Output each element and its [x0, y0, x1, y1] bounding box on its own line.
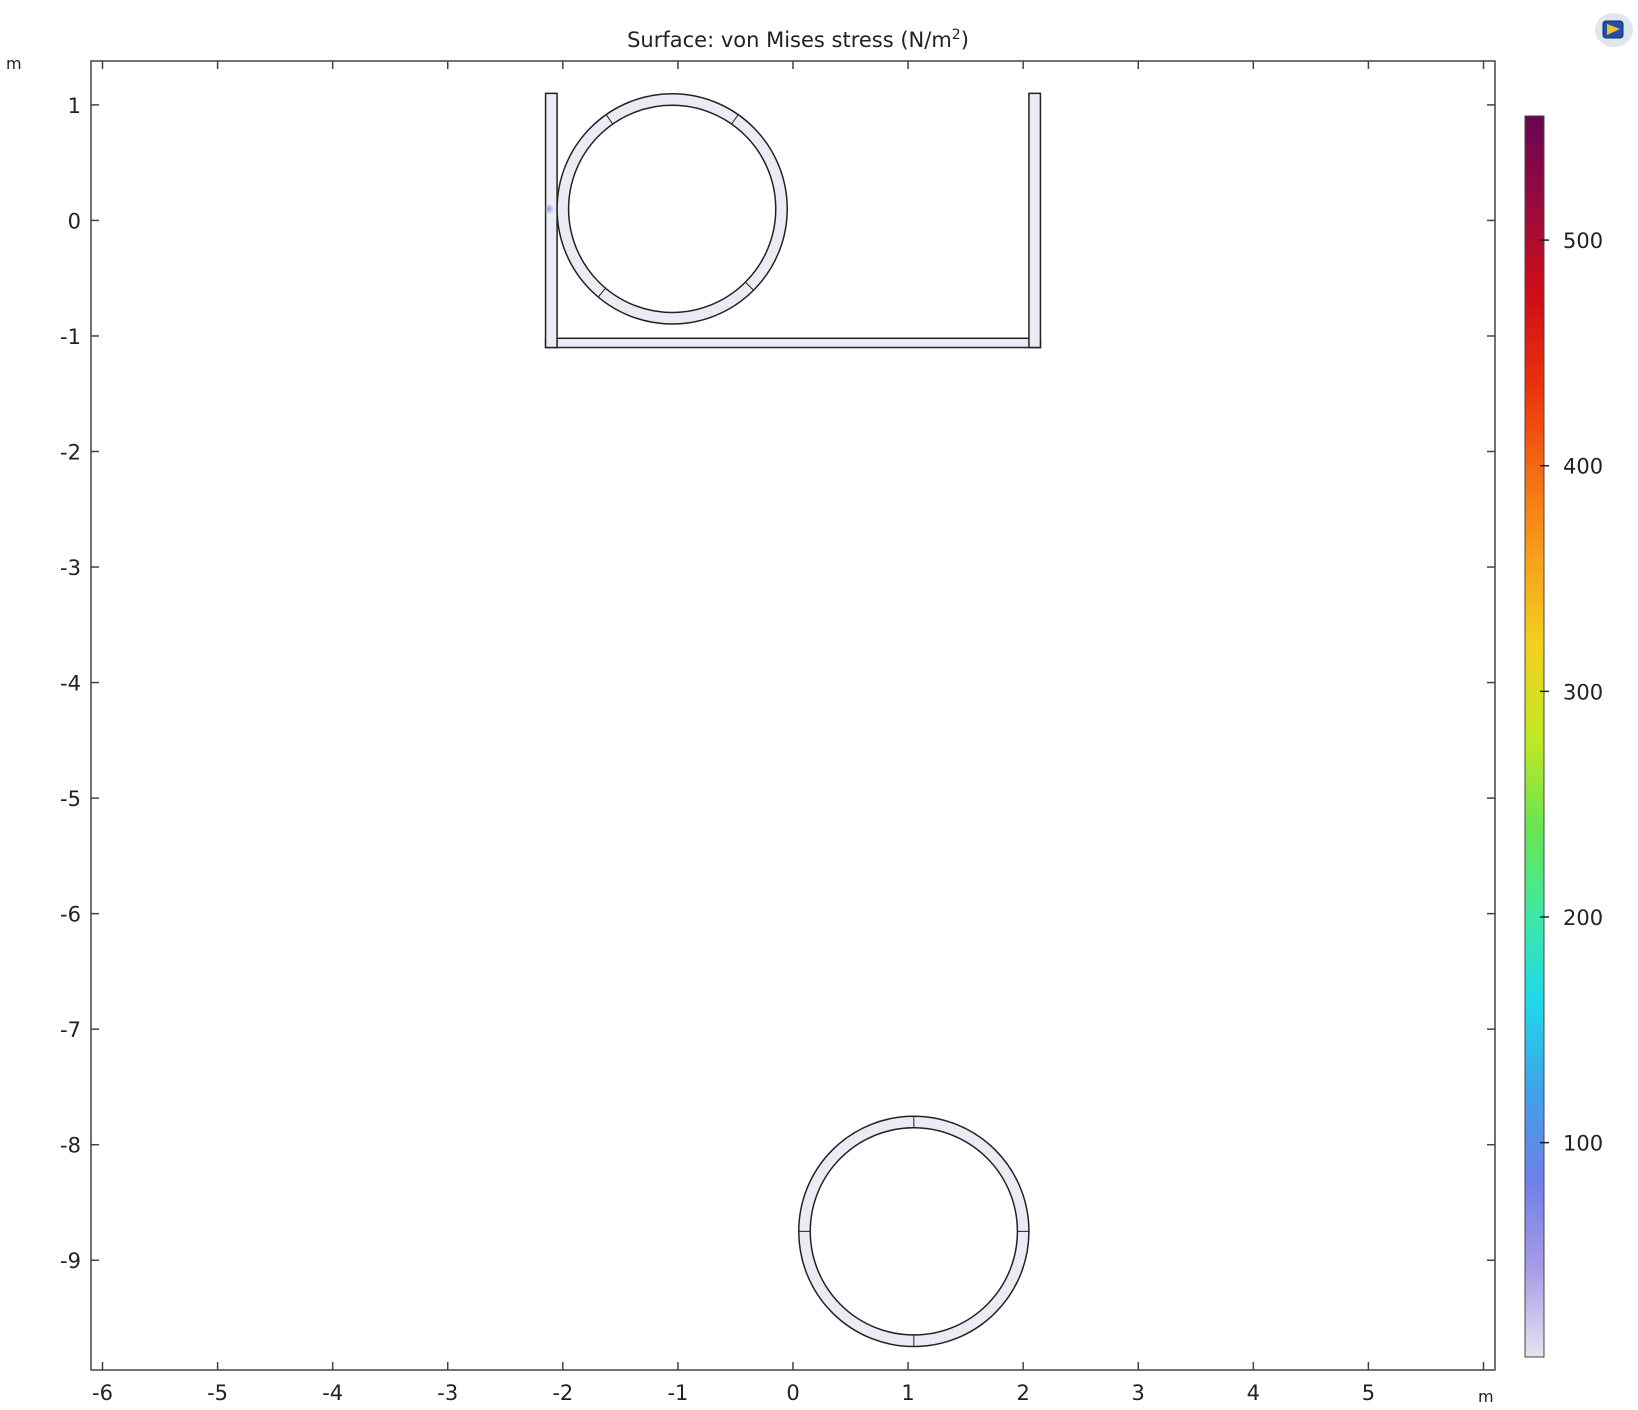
plot-frame [90, 60, 1496, 1371]
y-tick-label: -1 [60, 325, 81, 349]
y-tick-label: -7 [60, 1018, 81, 1042]
container-floor [544, 337, 1042, 349]
geometry-layer [544, 92, 1042, 1348]
y-tick-label: -6 [60, 903, 81, 927]
x-axis-unit-label: m [1478, 1387, 1494, 1406]
x-tick-label: -4 [322, 1381, 343, 1405]
chart-title: Surface: von Mises stress (N/m2) [627, 27, 969, 52]
colorbar-tick-label: 400 [1563, 455, 1603, 479]
comsol-logo-icon[interactable] [1595, 13, 1633, 47]
stress-hotspot [544, 203, 555, 214]
x-tick-label: -5 [207, 1381, 228, 1405]
y-tick-label: 1 [68, 94, 81, 118]
colorbar-tick-label: 100 [1563, 1132, 1603, 1156]
ring-top-seam [745, 281, 754, 291]
colorbar-tick-label: 500 [1563, 229, 1603, 253]
y-axis-ticks: 1 0 -1 -2 -3 -4 -5 -6 -7 -8 -9 [60, 94, 1495, 1273]
ring-top-seam [605, 114, 614, 125]
y-tick-label: 0 [68, 209, 81, 233]
chart-title-close: ) [961, 28, 969, 52]
colorbar: 100 200 300 400 500 [1524, 115, 1603, 1358]
chart-title-superscript: 2 [952, 27, 961, 43]
x-tick-label: 4 [1247, 1381, 1260, 1405]
y-tick-label: -4 [60, 672, 81, 696]
x-tick-label: -1 [667, 1381, 688, 1405]
x-tick-label: 3 [1132, 1381, 1145, 1405]
x-tick-label: 2 [1016, 1381, 1029, 1405]
y-tick-label: -9 [60, 1249, 81, 1273]
colorbar-tick-label: 200 [1563, 906, 1603, 930]
ring-top-seam [731, 114, 739, 125]
y-tick-label: -8 [60, 1134, 81, 1158]
container-left-wall [544, 92, 558, 349]
x-axis-ticks: -6 -5 -4 -3 -2 -1 0 1 2 3 4 5 [92, 61, 1485, 1405]
x-tick-label: -3 [437, 1381, 458, 1405]
y-tick-label: -2 [60, 441, 81, 465]
ring-top-seam [597, 287, 606, 298]
y-axis-unit-label: m [6, 54, 22, 73]
colorbar-ticks: 100 200 300 400 500 [1540, 229, 1603, 1156]
x-tick-label: 5 [1362, 1381, 1375, 1405]
y-tick-label: -3 [60, 556, 81, 580]
y-tick-label: -5 [60, 787, 81, 811]
colorbar-gradient [1524, 115, 1545, 1358]
x-tick-label: 1 [901, 1381, 914, 1405]
colorbar-tick-label: 300 [1563, 680, 1603, 704]
container-right-wall [1028, 92, 1042, 349]
x-tick-label: -2 [552, 1381, 573, 1405]
x-tick-label: 0 [786, 1381, 799, 1405]
chart-title-main: Surface: von Mises stress (N/m [627, 28, 952, 52]
ring-top [556, 93, 788, 325]
x-tick-label: -6 [92, 1381, 113, 1405]
